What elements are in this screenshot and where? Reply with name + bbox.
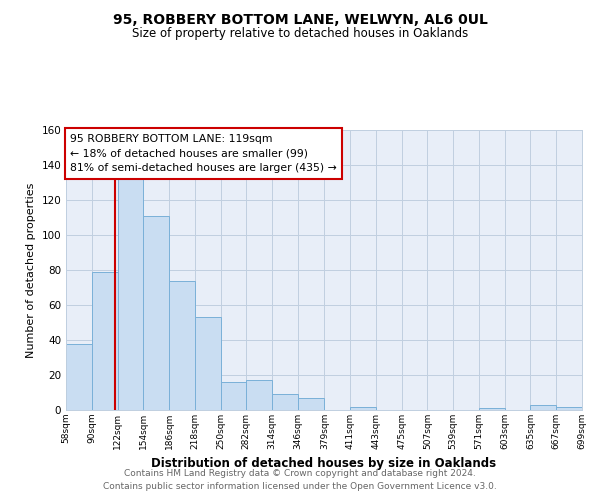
Bar [272,394,298,410]
Bar [66,344,92,410]
Bar [92,272,118,410]
Y-axis label: Number of detached properties: Number of detached properties [26,182,36,358]
Text: Contains public sector information licensed under the Open Government Licence v3: Contains public sector information licen… [103,482,497,491]
X-axis label: Distribution of detached houses by size in Oaklands: Distribution of detached houses by size … [151,458,497,470]
Bar [169,280,195,410]
Bar [195,318,221,410]
Bar [118,176,143,410]
Text: Size of property relative to detached houses in Oaklands: Size of property relative to detached ho… [132,28,468,40]
Bar [350,406,376,410]
Text: 95, ROBBERY BOTTOM LANE, WELWYN, AL6 0UL: 95, ROBBERY BOTTOM LANE, WELWYN, AL6 0UL [113,12,487,26]
Text: Contains HM Land Registry data © Crown copyright and database right 2024.: Contains HM Land Registry data © Crown c… [124,468,476,477]
Bar [143,216,169,410]
Bar [479,408,505,410]
Bar [556,406,582,410]
Text: 95 ROBBERY BOTTOM LANE: 119sqm
← 18% of detached houses are smaller (99)
81% of : 95 ROBBERY BOTTOM LANE: 119sqm ← 18% of … [70,134,337,173]
Bar [247,380,272,410]
Bar [221,382,247,410]
Bar [530,405,556,410]
Bar [298,398,325,410]
